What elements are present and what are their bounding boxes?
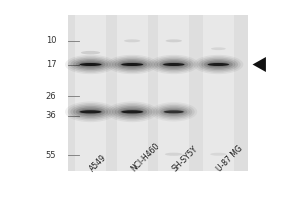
Ellipse shape <box>68 103 113 121</box>
Ellipse shape <box>210 153 226 156</box>
Ellipse shape <box>120 109 144 115</box>
Ellipse shape <box>153 104 195 120</box>
Bar <box>158 15 189 171</box>
Ellipse shape <box>163 63 184 66</box>
Ellipse shape <box>206 62 230 67</box>
Text: 17: 17 <box>46 60 56 69</box>
Ellipse shape <box>166 39 182 42</box>
Ellipse shape <box>155 105 192 119</box>
Ellipse shape <box>152 56 196 73</box>
Ellipse shape <box>162 62 186 67</box>
Ellipse shape <box>80 63 101 66</box>
Ellipse shape <box>208 63 229 66</box>
Ellipse shape <box>80 110 101 113</box>
Ellipse shape <box>70 104 111 119</box>
Text: 36: 36 <box>46 111 56 120</box>
Bar <box>117 15 148 171</box>
Text: A549: A549 <box>88 153 108 173</box>
Bar <box>68 15 248 171</box>
Ellipse shape <box>115 59 150 70</box>
Text: 55: 55 <box>46 151 56 160</box>
Text: U-87 MG: U-87 MG <box>215 143 245 173</box>
Ellipse shape <box>117 60 147 69</box>
Ellipse shape <box>201 59 236 70</box>
Ellipse shape <box>121 110 143 113</box>
Ellipse shape <box>196 56 241 73</box>
Ellipse shape <box>164 110 184 113</box>
Ellipse shape <box>78 109 103 115</box>
Ellipse shape <box>121 63 143 66</box>
Ellipse shape <box>124 39 140 42</box>
Ellipse shape <box>106 101 158 122</box>
Ellipse shape <box>106 55 158 74</box>
Ellipse shape <box>76 107 105 116</box>
Ellipse shape <box>65 101 116 122</box>
Text: NCI-H460: NCI-H460 <box>129 141 161 173</box>
Ellipse shape <box>199 58 238 71</box>
Ellipse shape <box>157 59 191 70</box>
Ellipse shape <box>117 107 147 116</box>
Ellipse shape <box>76 60 105 69</box>
Ellipse shape <box>73 106 108 118</box>
Ellipse shape <box>81 51 100 54</box>
Ellipse shape <box>194 55 243 74</box>
Text: 10: 10 <box>46 36 56 45</box>
Ellipse shape <box>70 58 111 71</box>
Ellipse shape <box>109 103 155 121</box>
Ellipse shape <box>112 58 152 71</box>
Ellipse shape <box>204 60 233 69</box>
Ellipse shape <box>211 47 226 50</box>
Ellipse shape <box>158 106 190 117</box>
Ellipse shape <box>149 55 199 74</box>
Ellipse shape <box>160 108 188 116</box>
Text: SH-SY5Y: SH-SY5Y <box>171 144 200 173</box>
Ellipse shape <box>165 153 183 156</box>
Ellipse shape <box>78 62 103 67</box>
Ellipse shape <box>163 109 185 115</box>
Ellipse shape <box>65 55 116 74</box>
Ellipse shape <box>73 59 108 70</box>
Bar <box>75 15 106 171</box>
Ellipse shape <box>109 56 155 73</box>
Ellipse shape <box>112 104 152 119</box>
Ellipse shape <box>154 58 194 71</box>
Polygon shape <box>253 57 266 72</box>
Text: 26: 26 <box>46 92 56 101</box>
Ellipse shape <box>68 56 113 73</box>
Ellipse shape <box>159 60 188 69</box>
Bar <box>203 15 234 171</box>
Ellipse shape <box>120 62 144 67</box>
Ellipse shape <box>115 106 150 118</box>
